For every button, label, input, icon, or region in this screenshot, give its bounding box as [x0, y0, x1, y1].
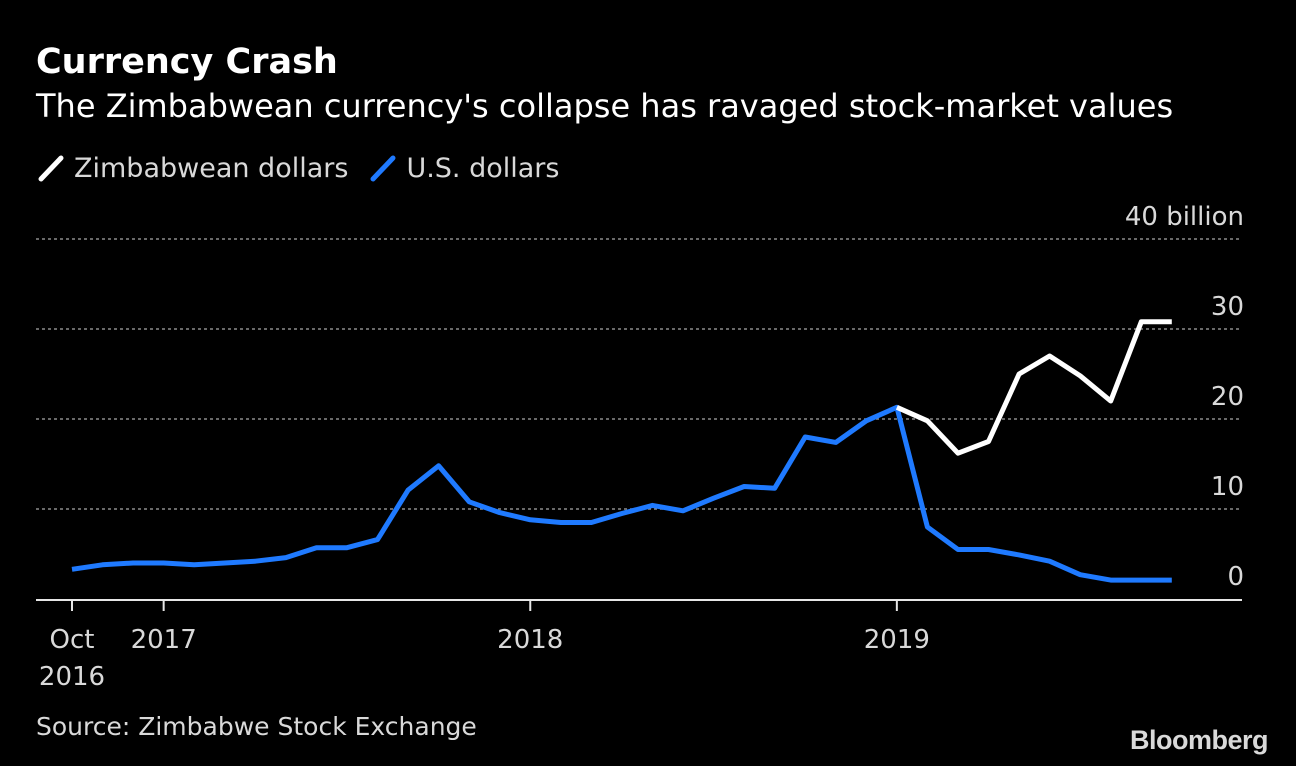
x-tick-label-3: 2019 [864, 625, 930, 655]
x-tick-label-0-year: 2016 [39, 662, 105, 692]
series-line-us-dollars [71, 404, 1172, 583]
series-line-zimbabwean-dollars [895, 319, 1172, 456]
line-chart: 40 billion 30 20 10 0 Oct 2016 2017 2018 2019 [36, 202, 1244, 692]
chart-title: Currency Crash [36, 42, 338, 82]
x-tick-label-2: 2018 [497, 625, 563, 655]
bloomberg-logo: Bloomberg [1129, 725, 1269, 755]
x-tick-label-0: Oct [50, 625, 95, 655]
legend-item-us-dollars: U.S. dollars [368, 153, 559, 184]
legend-label-us-dollars: U.S. dollars [406, 152, 560, 184]
y-tick-label-30: 30 [1211, 292, 1244, 322]
legend-label-zimbabwean-dollars: Zimbabwean dollars [74, 152, 349, 184]
legend: Zimbabwean dollars U.S. dollars [36, 148, 579, 188]
y-tick-label-10: 10 [1211, 472, 1244, 502]
y-tick-label-40: 40 billion [1125, 202, 1244, 232]
legend-swatch-us-dollars [370, 155, 396, 182]
chart-subtitle: The Zimbabwean currency's collapse has r… [36, 87, 1174, 125]
legend-swatch-zimbabwean-dollars [38, 155, 64, 182]
source-note: Source: Zimbabwe Stock Exchange [36, 712, 477, 741]
x-tick-label-1: 2017 [131, 625, 197, 655]
y-tick-label-20: 20 [1211, 382, 1244, 412]
legend-item-zimbabwean-dollars: Zimbabwean dollars [36, 153, 348, 184]
y-tick-label-0: 0 [1227, 562, 1244, 592]
